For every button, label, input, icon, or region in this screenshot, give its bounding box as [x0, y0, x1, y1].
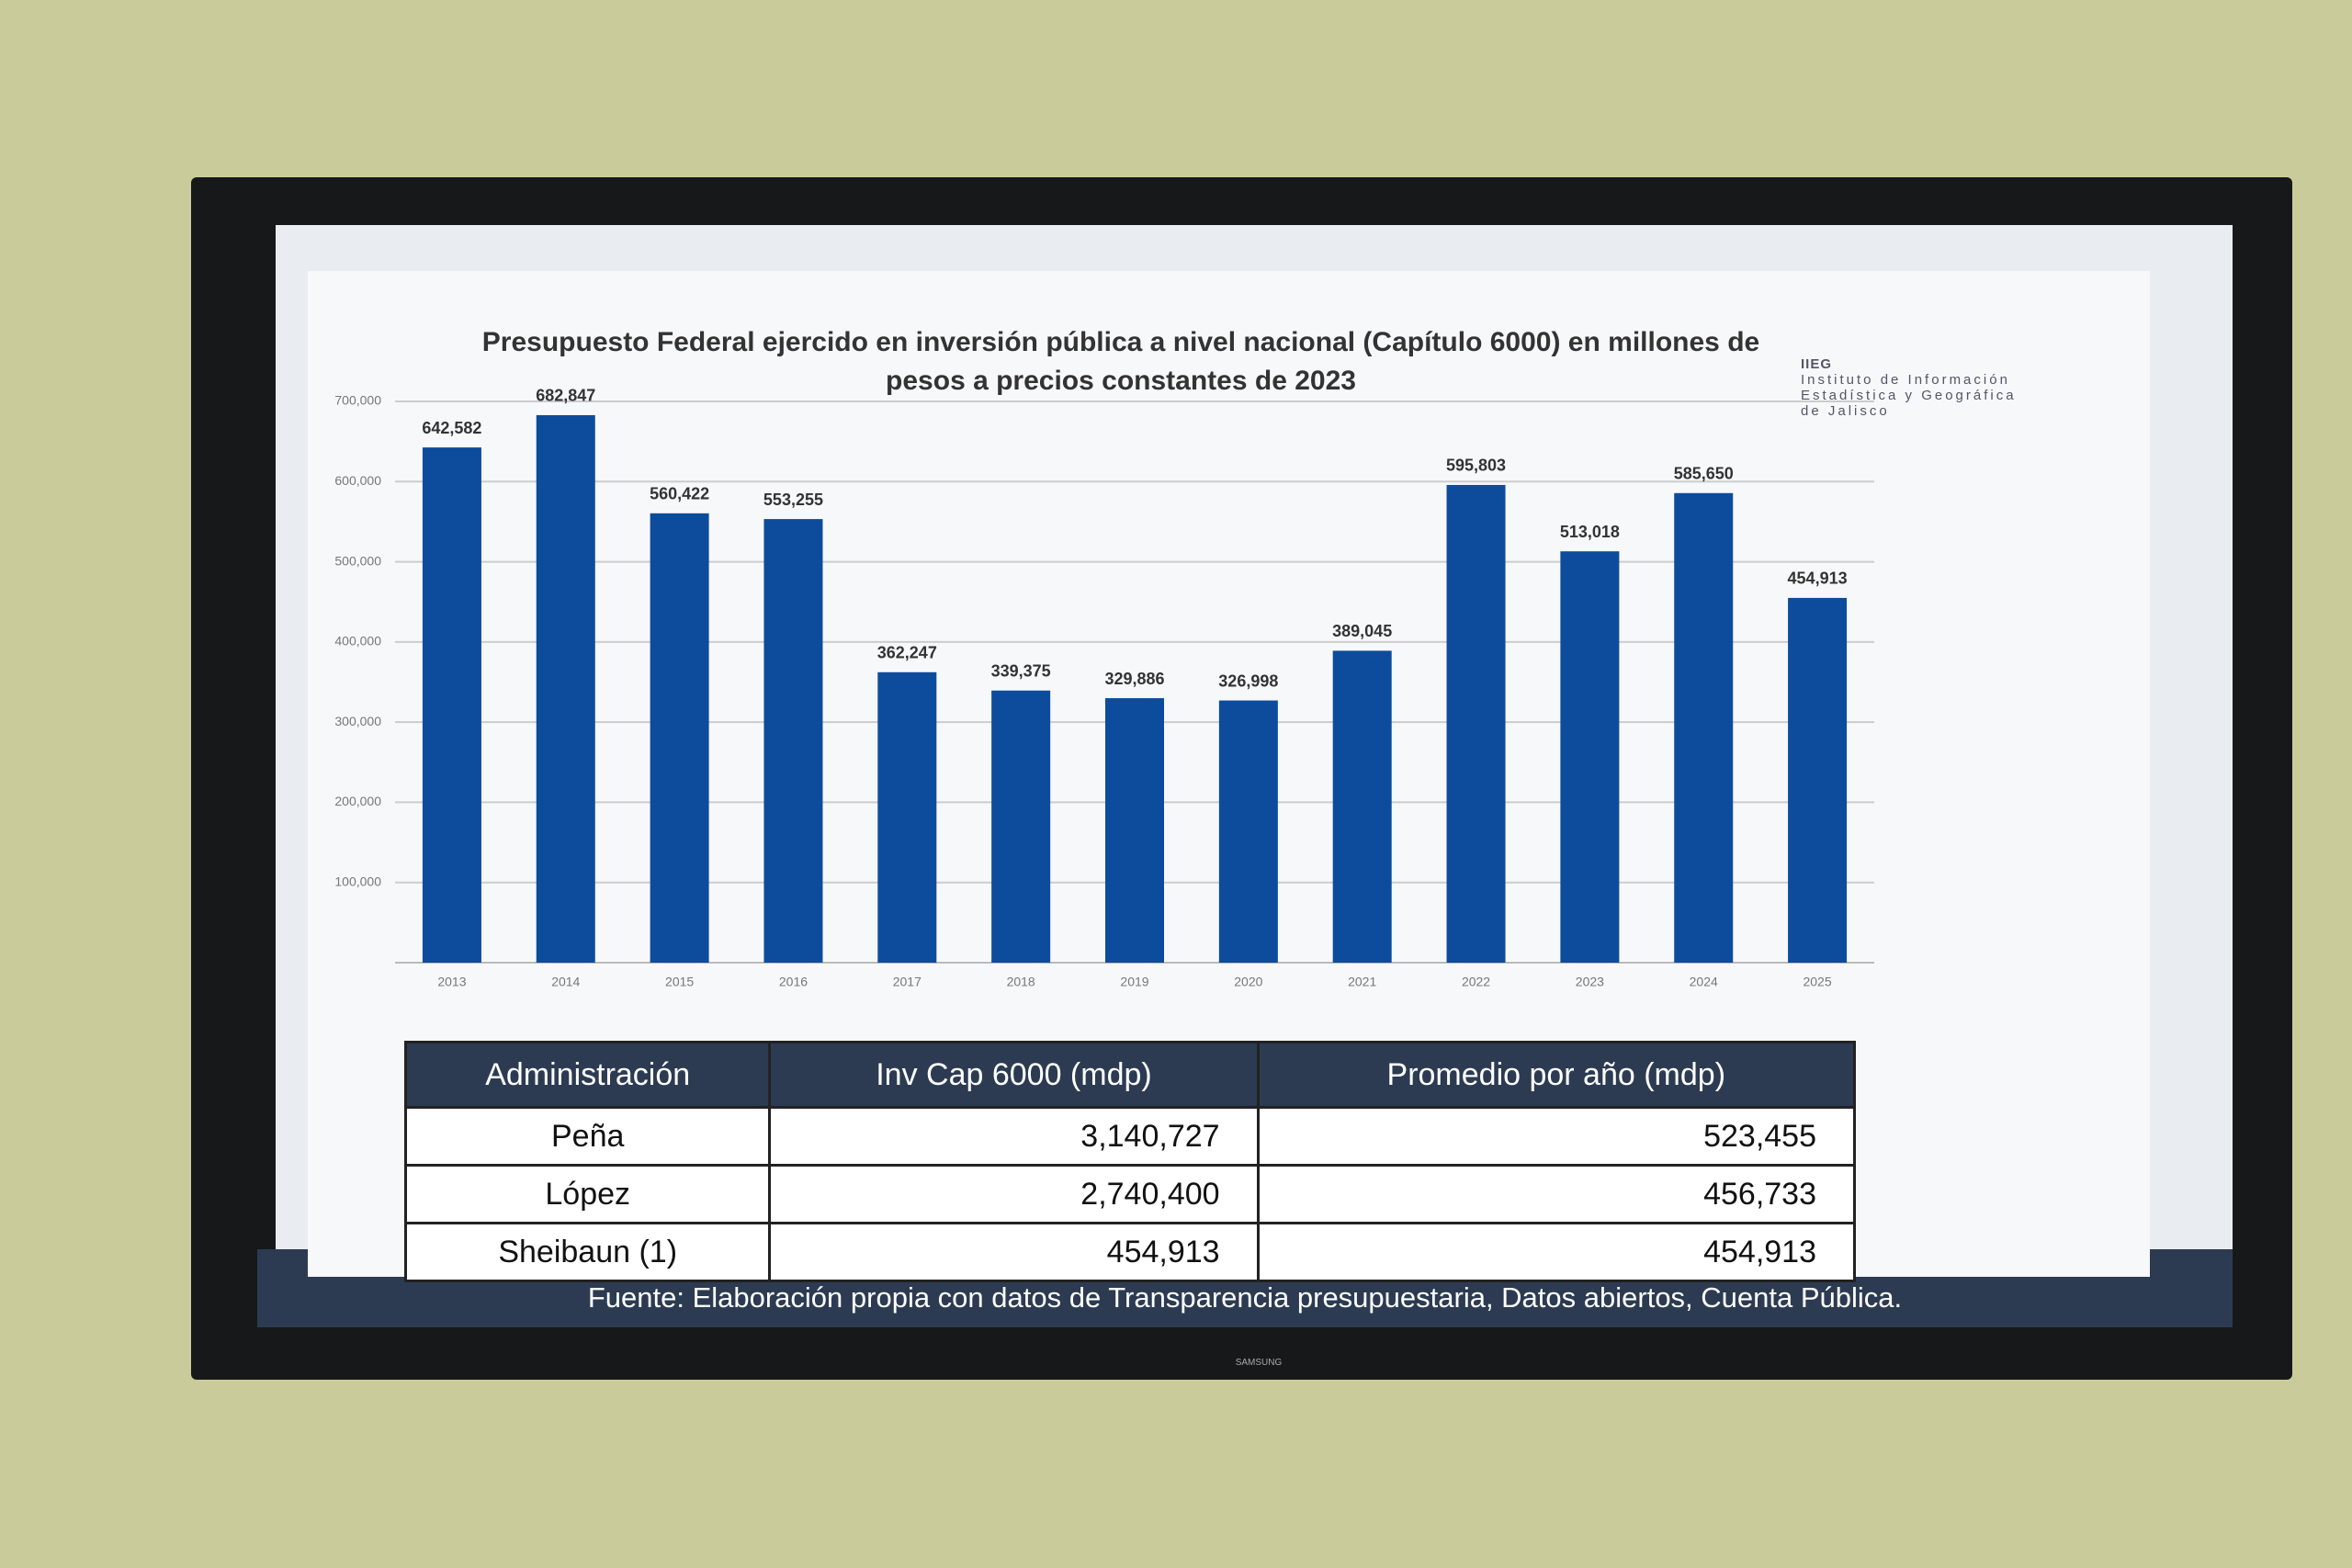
table-row: López 2,740,400 456,733 [403, 1164, 1857, 1224]
value-label: 389,045 [1332, 622, 1392, 640]
value-label: 560,422 [650, 485, 709, 503]
summary-table: Administración Inv Cap 6000 (mdp) Promedio… [403, 1041, 1857, 1282]
table-cell: Sheibaun (1) [403, 1222, 772, 1282]
bar [650, 513, 709, 963]
header-row: Administración Inv Cap 6000 (mdp) Promedio… [403, 1041, 1857, 1109]
value-label: 454,913 [1788, 570, 1848, 588]
x-tick-label: 2014 [551, 975, 580, 989]
bar [1674, 492, 1734, 963]
table-cell: Peña [403, 1106, 772, 1167]
value-label: 362,247 [877, 644, 937, 662]
logo-line: de Jalisco [1801, 403, 1890, 419]
value-label: 329,886 [1104, 670, 1164, 688]
x-tick-label: 2020 [1234, 975, 1262, 989]
x-tick-label: 2022 [1462, 975, 1490, 989]
x-tick-label: 2015 [665, 975, 694, 989]
value-label: 553,255 [763, 491, 823, 509]
brand: SAMSUNG [1235, 1358, 1283, 1368]
bar [1446, 484, 1506, 963]
x-tick-label: 2016 [779, 975, 808, 989]
x-tick-label: 2023 [1576, 975, 1604, 989]
x-tick-label: 2021 [1348, 975, 1376, 989]
x-tick-label: 2017 [893, 975, 922, 989]
bar [536, 414, 595, 963]
y-tick-label: 300,000 [334, 714, 381, 728]
x-tick-label: 2024 [1690, 975, 1718, 989]
value-label: 682,847 [536, 387, 595, 405]
y-tick-label: 400,000 [334, 634, 381, 649]
logo-acronym: IIEG [1801, 356, 1833, 372]
header-cell: Inv Cap 6000 (mdp) [768, 1041, 1260, 1109]
chart-title: Presupuesto Federal ejercido en inversió… [481, 327, 1760, 396]
x-tick-label: 2025 [1803, 975, 1831, 989]
bar [1105, 698, 1164, 963]
value-label: 513,018 [1560, 523, 1620, 541]
header-cell: Promedio por año (mdp) [1256, 1041, 1857, 1109]
bar [991, 690, 1051, 963]
table-cell: 2,740,400 [768, 1164, 1260, 1224]
source-note: Fuente: Elaboración propia con datos de … [587, 1281, 1903, 1314]
value-label: 585,650 [1674, 465, 1734, 483]
bar [763, 519, 823, 963]
table-cell: 456,733 [1256, 1164, 1857, 1224]
y-tick-label: 600,000 [334, 473, 381, 488]
value-label: 326,998 [1218, 671, 1278, 690]
value-label: 595,803 [1446, 457, 1506, 475]
value-label: 642,582 [422, 419, 481, 437]
bar [422, 447, 481, 964]
x-tick-label: 2013 [437, 975, 466, 989]
table-cell: 454,913 [1256, 1222, 1857, 1282]
y-tick-label: 500,000 [334, 553, 381, 568]
bar [1788, 597, 1848, 963]
table-cell: López [403, 1164, 772, 1224]
bar [1332, 650, 1392, 963]
bar [1218, 700, 1278, 963]
logo: IIEG Instituto de Información Estadístic… [1801, 356, 2017, 419]
table-cell: 523,455 [1256, 1106, 1857, 1167]
logo-line: Estadística y Geográfica [1801, 388, 2017, 403]
bar [877, 671, 937, 963]
bar [1560, 551, 1620, 963]
y-tick-label: 200,000 [334, 794, 381, 808]
y-tick-label: 700,000 [334, 393, 381, 408]
x-tick-label: 2018 [1007, 975, 1035, 989]
x-tick-label: 2019 [1120, 975, 1148, 989]
table-cell: 3,140,727 [768, 1106, 1260, 1167]
header-cell: Administración [403, 1041, 772, 1109]
table-cell: 454,913 [768, 1222, 1260, 1282]
table-row: Sheibaun (1) 454,913 454,913 [403, 1222, 1857, 1282]
y-tick-label: 100,000 [334, 874, 381, 888]
table-row: Peña 3,140,727 523,455 [403, 1106, 1857, 1167]
value-label: 339,375 [991, 662, 1051, 681]
logo-line: Instituto de Información [1801, 372, 2010, 388]
